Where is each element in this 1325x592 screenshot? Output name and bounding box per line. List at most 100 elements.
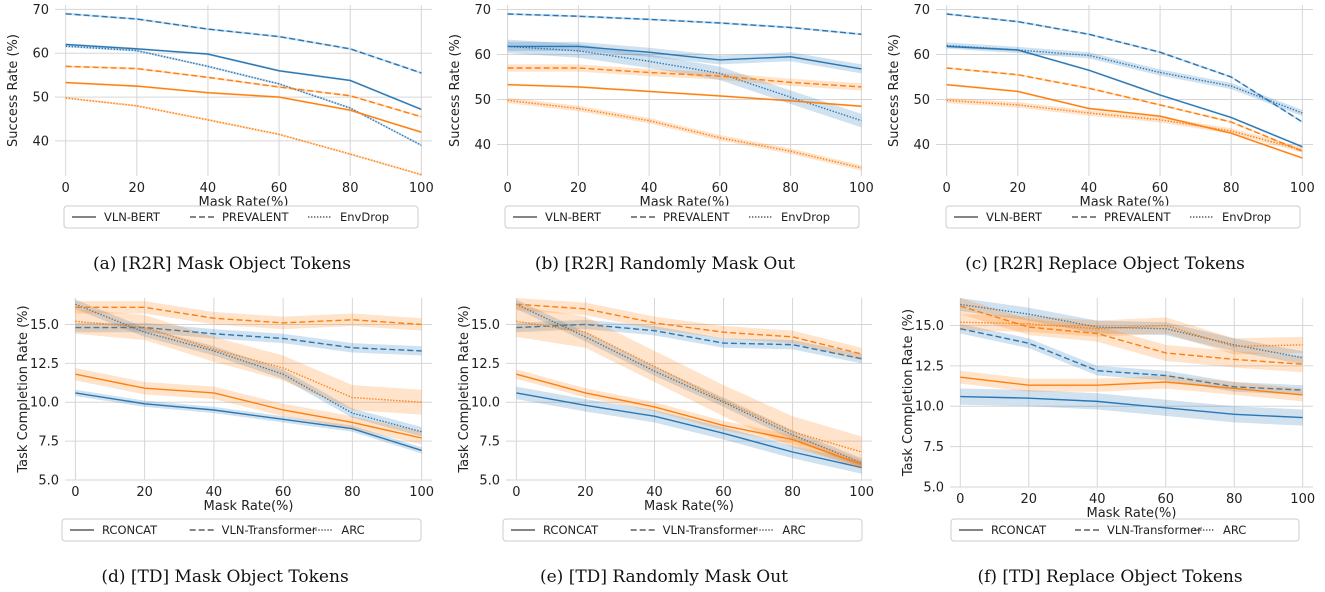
series-line — [960, 376, 1303, 396]
x-tick-label: 60 — [271, 181, 288, 196]
series-orange-dotted — [507, 97, 862, 171]
y-axis-label: Task Completion Rate (%) — [901, 309, 916, 477]
legend: RCONCAT VLN-Transformer ARC — [950, 518, 1300, 542]
series-orange-solid — [516, 369, 862, 470]
series-blue-dashed — [516, 319, 862, 364]
series-orange-dotted — [75, 308, 422, 415]
legend: VLN-BERT PREVALENT EnvDrop — [504, 205, 860, 229]
series-line — [75, 306, 422, 326]
confidence-band — [75, 301, 422, 331]
series-orange-dashed — [65, 65, 422, 118]
confidence-band — [65, 12, 422, 75]
series-line — [946, 45, 1303, 148]
series-blue-solid — [946, 45, 1303, 148]
legend: VLN-BERT PREVALENT EnvDrop — [945, 205, 1301, 229]
confidence-band — [946, 12, 1303, 124]
confidence-band — [516, 305, 862, 468]
x-axis-label: Mask Rate(%) — [204, 499, 294, 514]
y-axis-label: Success Rate (%) — [448, 34, 463, 147]
series-line — [65, 97, 422, 176]
confidence-band — [75, 299, 422, 437]
y-tick-label: 50 — [474, 93, 491, 108]
series-orange-dotted — [946, 97, 1303, 153]
y-tick-label: 5.0 — [923, 481, 944, 496]
legend-label: ARC — [782, 523, 805, 537]
x-tick-label: 20 — [1010, 181, 1027, 196]
confidence-band — [946, 97, 1303, 153]
x-tick-label: 0 — [62, 181, 70, 196]
x-tick-label: 100 — [849, 485, 874, 500]
series-blue-dashed — [507, 12, 862, 36]
x-tick-label: 80 — [782, 181, 799, 196]
confidence-band — [516, 319, 862, 364]
legend-label: VLN-Transformer — [663, 523, 758, 537]
series-line — [516, 303, 862, 355]
x-tick-label: 60 — [715, 485, 732, 500]
x-tick-label: 20 — [570, 181, 587, 196]
x-tick-label: 20 — [136, 485, 153, 500]
legend-label: ARC — [1223, 523, 1246, 537]
legend-frame — [61, 518, 422, 542]
confidence-band — [507, 97, 862, 171]
series-line — [516, 373, 862, 466]
x-tick-label: 40 — [1089, 492, 1106, 507]
series-line — [960, 303, 1303, 359]
y-tick-label: 70 — [32, 3, 49, 18]
series-line — [960, 328, 1303, 391]
confidence-band — [946, 42, 1303, 117]
legend-label: VLN-BERT — [986, 210, 1043, 224]
x-tick-label: 80 — [342, 181, 359, 196]
confidence-band — [507, 39, 862, 128]
x-axis-label: Mask Rate(%) — [644, 499, 734, 514]
y-axis-label: Success Rate (%) — [6, 34, 21, 147]
chart-e: 0 20 40 60 80 100 5.0 7.5 10.0 12.5 15.0 Mask Rate(… — [457, 298, 874, 587]
confidence-band — [75, 322, 422, 356]
y-tick-label: 70 — [913, 3, 930, 18]
y-axis-label: Task Completion Rate (%) — [16, 305, 31, 473]
y-tick-label: 60 — [913, 48, 930, 63]
series-line — [75, 392, 422, 452]
series-line — [75, 373, 422, 439]
confidence-band — [516, 369, 862, 470]
legend-label: ARC — [341, 523, 364, 537]
x-tick-label: 100 — [1290, 492, 1315, 507]
series-line — [946, 67, 1303, 152]
series-line — [65, 45, 422, 146]
series-orange-solid — [946, 83, 1303, 160]
series-line — [516, 392, 862, 469]
series-line — [516, 303, 862, 464]
y-tick-label: 5.0 — [38, 474, 59, 489]
series-line — [75, 326, 422, 352]
y-tick-label: 7.5 — [923, 440, 944, 455]
series-blue-solid — [65, 43, 422, 111]
series-line — [960, 321, 1303, 348]
legend-label: VLN-Transformer — [1107, 523, 1202, 537]
legend-label: VLN-BERT — [545, 210, 602, 224]
series-line — [507, 45, 862, 70]
y-tick-label: 50 — [913, 93, 930, 108]
y-tick-label: 15.0 — [915, 319, 944, 334]
y-tick-label: 10.0 — [471, 396, 500, 411]
legend-label: RCONCAT — [543, 523, 599, 537]
confidence-band — [507, 41, 862, 74]
y-tick-label: 70 — [474, 3, 491, 18]
x-tick-label: 0 — [943, 181, 951, 196]
x-tick-label: 20 — [129, 181, 146, 196]
x-tick-label: 100 — [1290, 181, 1315, 196]
series-blue-solid — [960, 388, 1303, 426]
y-tick-label: 10.0 — [915, 400, 944, 415]
series-blue-dotted — [960, 298, 1303, 365]
x-tick-label: 100 — [409, 181, 434, 196]
legend-label: RCONCAT — [102, 523, 158, 537]
x-tick-label: 100 — [849, 181, 874, 196]
legend-frame — [502, 518, 863, 542]
legend-label: EnvDrop — [1222, 210, 1271, 224]
y-tick-label: 5.0 — [479, 474, 500, 489]
confidence-band — [960, 298, 1303, 365]
x-tick-label: 0 — [503, 181, 511, 196]
confidence-band — [507, 64, 862, 91]
